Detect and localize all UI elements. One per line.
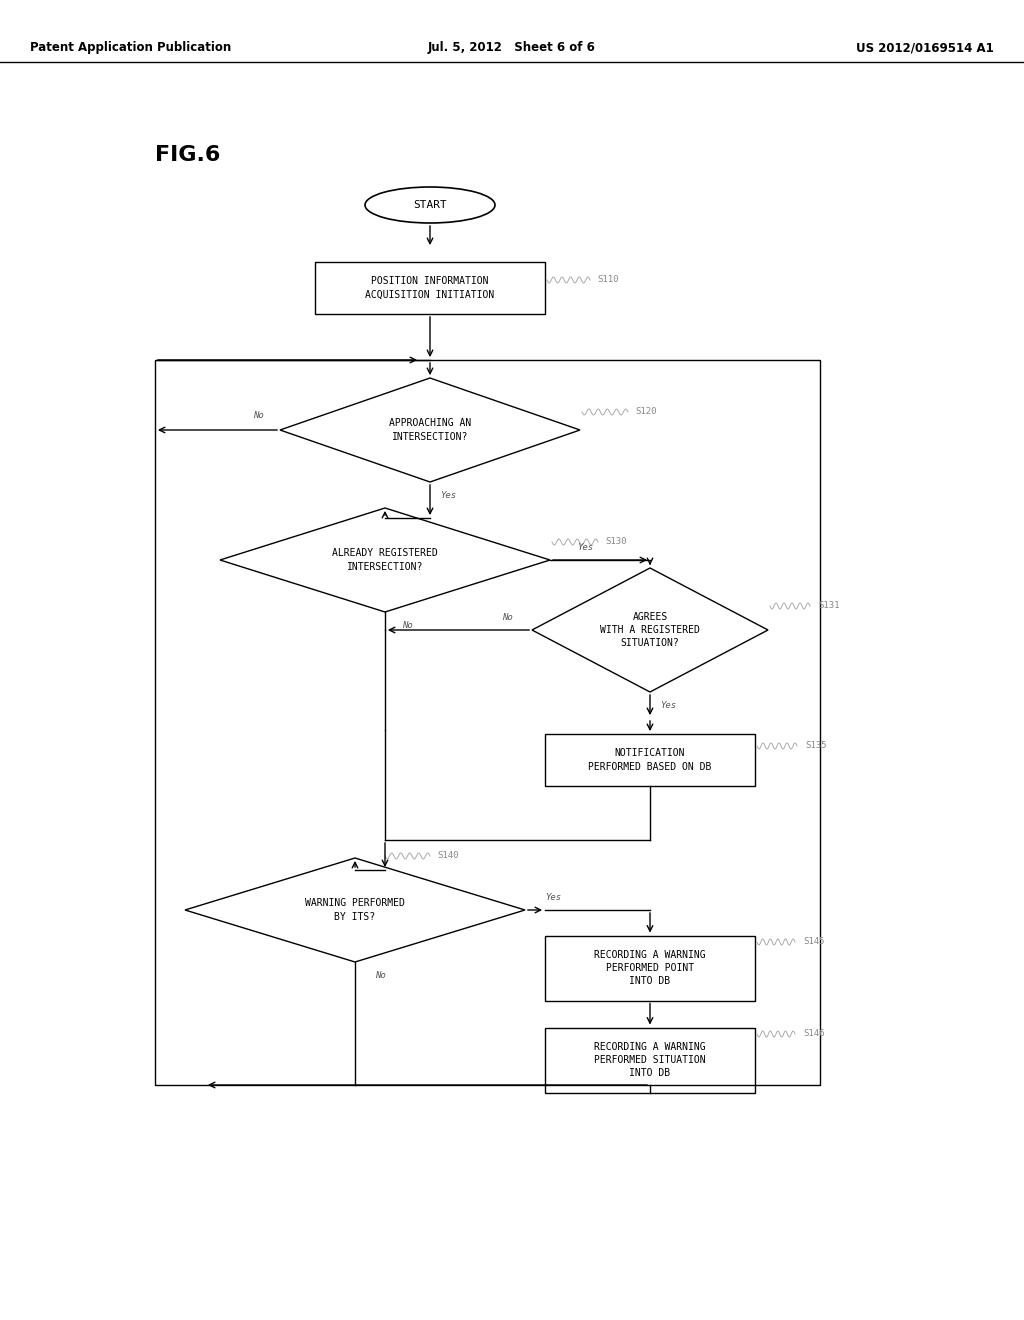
Text: Yes: Yes (659, 701, 676, 710)
Text: RECORDING A WARNING
PERFORMED POINT
INTO DB: RECORDING A WARNING PERFORMED POINT INTO… (594, 950, 706, 986)
Bar (545, 1027, 755, 1093)
Text: US 2012/0169514 A1: US 2012/0169514 A1 (856, 41, 994, 54)
Text: Patent Application Publication: Patent Application Publication (30, 41, 231, 54)
Text: S146: S146 (803, 1030, 824, 1039)
Text: Yes: Yes (577, 543, 593, 552)
Text: ALREADY REGISTERED
INTERSECTION?: ALREADY REGISTERED INTERSECTION? (332, 548, 438, 572)
Text: Jul. 5, 2012   Sheet 6 of 6: Jul. 5, 2012 Sheet 6 of 6 (428, 41, 596, 54)
Text: Yes: Yes (545, 892, 561, 902)
Text: S110: S110 (597, 276, 618, 285)
Bar (315, 261, 545, 314)
Text: Yes: Yes (440, 491, 456, 500)
Text: S135: S135 (805, 742, 826, 751)
Text: S145: S145 (803, 937, 824, 946)
Text: NOTIFICATION
PERFORMED BASED ON DB: NOTIFICATION PERFORMED BASED ON DB (589, 748, 712, 772)
Text: AGREES
WITH A REGISTERED
SITUATION?: AGREES WITH A REGISTERED SITUATION? (600, 611, 700, 648)
Text: RECORDING A WARNING
PERFORMED SITUATION
INTO DB: RECORDING A WARNING PERFORMED SITUATION … (594, 1041, 706, 1078)
Bar (155, 360, 820, 1085)
Text: S120: S120 (635, 408, 656, 417)
Text: WARNING PERFORMED
BY ITS?: WARNING PERFORMED BY ITS? (305, 899, 404, 921)
Bar (545, 936, 755, 1001)
Text: No: No (375, 972, 385, 981)
Text: No: No (401, 622, 413, 631)
Text: POSITION INFORMATION
ACQUISITION INITIATION: POSITION INFORMATION ACQUISITION INITIAT… (366, 276, 495, 300)
Text: APPROACHING AN
INTERSECTION?: APPROACHING AN INTERSECTION? (389, 418, 471, 442)
Text: No: No (502, 612, 512, 622)
Text: START: START (413, 201, 446, 210)
Text: S140: S140 (437, 851, 459, 861)
Text: FIG.6: FIG.6 (155, 145, 220, 165)
Text: S130: S130 (605, 537, 627, 546)
Text: No: No (253, 412, 263, 421)
Text: S131: S131 (818, 602, 840, 610)
Bar (545, 734, 755, 785)
